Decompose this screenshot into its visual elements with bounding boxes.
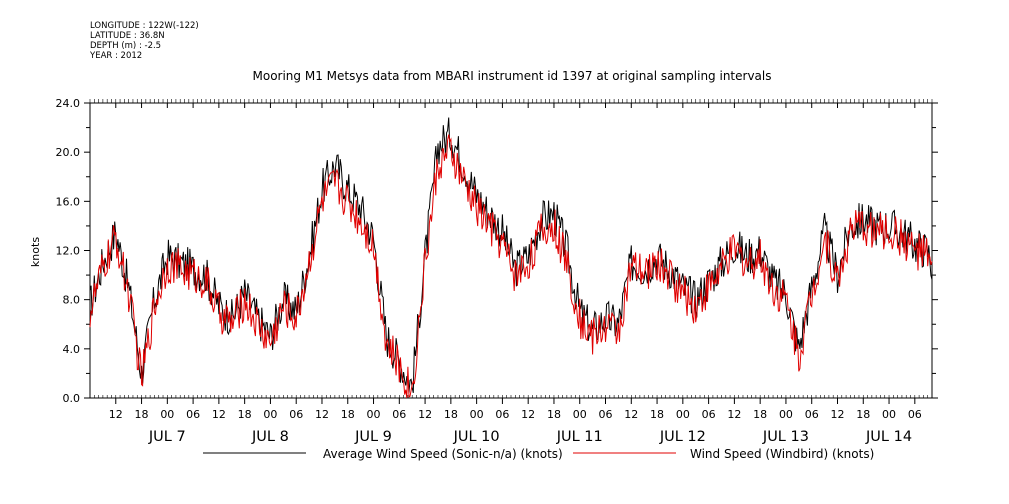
legend-label-windbird: Wind Speed (Windbird) (knots): [690, 447, 874, 461]
legend: Average Wind Speed (Sonic-n/a) (knots) W…: [203, 447, 874, 461]
y-tick-label: 4.0: [63, 343, 81, 356]
x-hour-label: 18: [341, 408, 355, 421]
x-date-label: JUL 8: [251, 429, 289, 445]
x-hour-label: 06: [495, 408, 509, 421]
y-tick-label: 24.0: [56, 97, 81, 110]
x-hour-label: 00: [367, 408, 381, 421]
x-hour-label: 00: [263, 408, 277, 421]
depth-label: DEPTH (m) : -2.5: [90, 41, 162, 51]
x-date-label: JUL 7: [148, 429, 186, 445]
y-tick-label: 0.0: [63, 392, 81, 405]
x-hour-label: 00: [676, 408, 690, 421]
metadata-block: LONGITUDE : 122W(-122) LATITUDE : 36.8N …: [90, 21, 199, 61]
x-hour-label: 06: [599, 408, 613, 421]
x-hour-label: 12: [418, 408, 432, 421]
series-layer: [89, 117, 933, 399]
x-hour-label: 18: [547, 408, 561, 421]
x-hour-label: 18: [856, 408, 870, 421]
longitude-label: LONGITUDE : 122W(-122): [90, 21, 199, 31]
x-hour-label: 12: [830, 408, 844, 421]
y-tick-label: 20.0: [56, 146, 81, 159]
series-average-line: [89, 117, 933, 394]
x-hour-label: 12: [212, 408, 226, 421]
y-axis-ticks: 0.0 4.0 8.0 12.0 16.0 20.0 24.0: [56, 97, 938, 405]
x-hour-label: 06: [908, 408, 922, 421]
plot-border: [89, 102, 933, 399]
x-hour-label: 00: [779, 408, 793, 421]
year-label: YEAR : 2012: [90, 51, 143, 61]
latitude-label: LATITUDE : 36.8N: [90, 31, 165, 41]
x-hour-label: 00: [573, 408, 587, 421]
plot-frame: [89, 99, 933, 399]
x-axis-ticks: 12 18 00 06 12 18 00 06 12 18 00 06 12 18 00 06 12 18 00 06…: [109, 103, 922, 445]
chart-title: Mooring M1 Metsys data from MBARI instru…: [253, 69, 772, 83]
x-hour-label: 18: [135, 408, 149, 421]
x-hour-label: 12: [315, 408, 329, 421]
x-hour-label: 12: [727, 408, 741, 421]
x-date-label: JUL 13: [762, 429, 809, 445]
x-hour-label: 06: [392, 408, 406, 421]
x-hour-label: 18: [444, 408, 458, 421]
x-hour-label: 06: [702, 408, 716, 421]
x-hour-label: 12: [624, 408, 638, 421]
x-date-label: JUL 11: [556, 429, 603, 445]
series-windbird-line: [89, 134, 933, 399]
x-hour-label: 06: [186, 408, 200, 421]
y-axis-label: knots: [29, 237, 42, 267]
x-date-label: JUL 9: [354, 429, 392, 445]
x-date-label: JUL 12: [659, 429, 706, 445]
x-hour-label: 06: [805, 408, 819, 421]
x-hour-label: 18: [650, 408, 664, 421]
x-hour-label: 00: [470, 408, 484, 421]
x-hour-label: 18: [753, 408, 767, 421]
x-hour-label: 12: [109, 408, 123, 421]
x-date-label: JUL 10: [453, 429, 500, 445]
x-hour-label: 00: [160, 408, 174, 421]
x-hour-label: 12: [521, 408, 535, 421]
x-hour-label: 18: [238, 408, 252, 421]
y-tick-label: 8.0: [63, 294, 81, 307]
x-date-label: JUL 14: [865, 429, 912, 445]
y-tick-label: 12.0: [56, 245, 81, 258]
y-tick-label: 16.0: [56, 195, 81, 208]
legend-label-average: Average Wind Speed (Sonic-n/a) (knots): [323, 447, 563, 461]
x-hour-label: 00: [882, 408, 896, 421]
x-hour-label: 06: [289, 408, 303, 421]
